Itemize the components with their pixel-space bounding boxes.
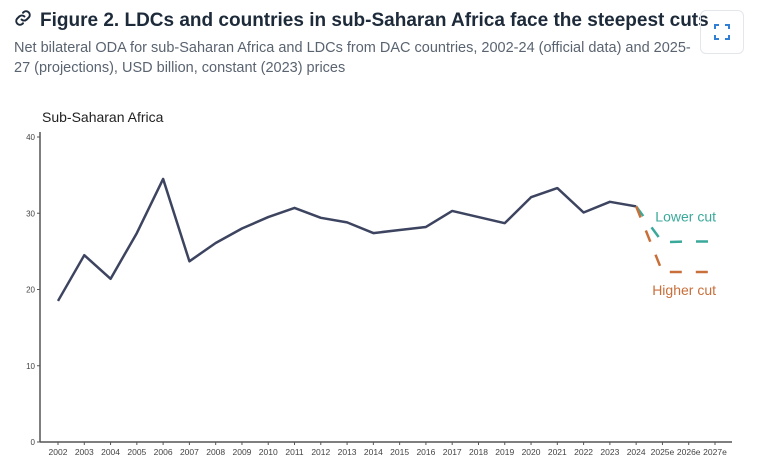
series-line-lower-cut xyxy=(635,205,715,244)
x-tick-label: 2024 xyxy=(627,447,646,457)
series-label: Lower cut xyxy=(655,208,716,224)
x-tick-label: 2015 xyxy=(390,447,409,457)
x-tick-label: 2012 xyxy=(311,447,330,457)
y-tick-label: 30 xyxy=(26,209,35,218)
x-tick-label: 2007 xyxy=(180,447,199,457)
link-icon[interactable] xyxy=(14,9,32,33)
x-tick-label: 2017 xyxy=(443,447,462,457)
x-tick-label: 2019 xyxy=(495,447,514,457)
series-line-sub-saharan-africa xyxy=(56,177,637,302)
x-tick-label: 2016 xyxy=(416,447,435,457)
x-tick-label: 2021 xyxy=(548,447,567,457)
x-tick-label: 2011 xyxy=(285,447,304,457)
y-tick-label: 10 xyxy=(26,362,35,371)
figure-subtitle: Net bilateral ODA for sub-Saharan Africa… xyxy=(14,40,691,76)
figure-title-text: Figure 2. LDCs and countries in sub-Saha… xyxy=(40,10,709,31)
x-tick-label: 2027e xyxy=(703,447,727,457)
y-tick-label: 0 xyxy=(31,438,36,447)
x-tick-label: 2005 xyxy=(127,447,146,457)
expand-icon xyxy=(714,24,730,40)
x-tick-label: 2014 xyxy=(364,447,383,457)
x-tick-label: 2010 xyxy=(259,447,278,457)
x-tick-label: 2020 xyxy=(522,447,541,457)
x-tick-label: 2025e xyxy=(651,447,675,457)
series-line-higher-cut xyxy=(634,205,715,274)
x-tick-label: 2018 xyxy=(469,447,488,457)
x-tick-label: 2009 xyxy=(232,447,251,457)
chart-title: Sub-Saharan Africa xyxy=(42,109,164,125)
x-tick-label: 2026e xyxy=(677,447,701,457)
x-tick-label: 2008 xyxy=(206,447,225,457)
y-tick-label: 40 xyxy=(26,133,35,142)
y-tick-label: 20 xyxy=(26,286,35,295)
x-tick-label: 2023 xyxy=(600,447,619,457)
x-tick-label: 2022 xyxy=(574,447,593,457)
x-tick-label: 2002 xyxy=(49,447,68,457)
x-tick-label: 2003 xyxy=(75,447,94,457)
series-label: Higher cut xyxy=(652,282,716,298)
x-tick-label: 2004 xyxy=(101,447,120,457)
figure-title: Figure 2. LDCs and countries in sub-Saha… xyxy=(14,9,709,33)
expand-button[interactable] xyxy=(700,10,744,54)
x-tick-label: 2013 xyxy=(338,447,357,457)
x-tick-label: 2006 xyxy=(154,447,173,457)
